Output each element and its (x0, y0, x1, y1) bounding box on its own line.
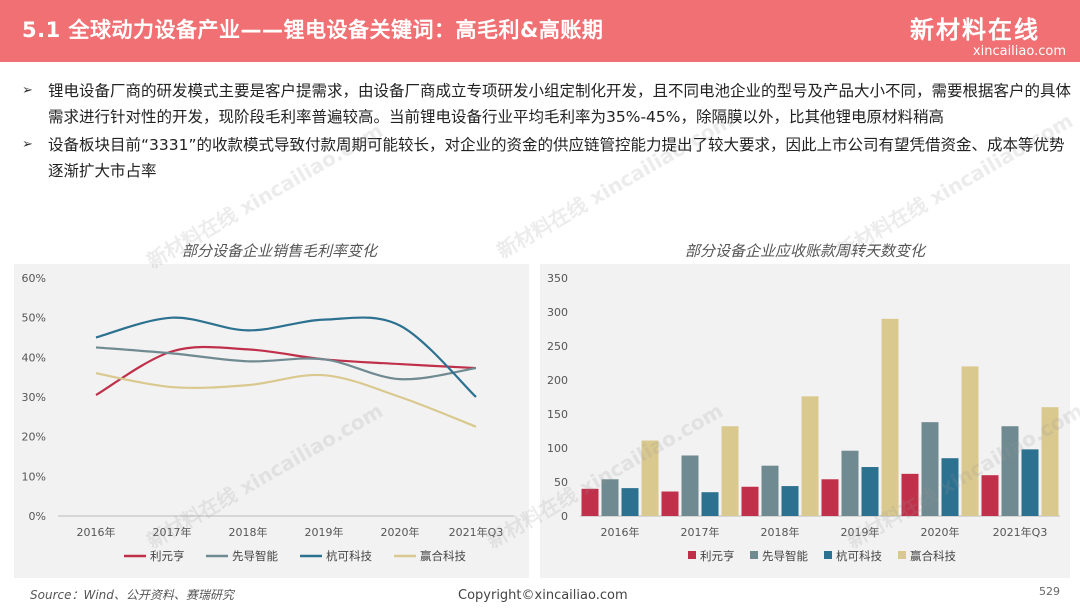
legend-label: 杭可科技 (836, 549, 882, 563)
source-note: Source：Wind、公开资料、赛瑞研究 (30, 588, 234, 602)
bar (581, 488, 599, 516)
right-chart-title: 部分设备企业应收账款周转天数变化 (685, 242, 926, 260)
y-tick-label: 0% (29, 510, 46, 523)
y-tick-label: 50% (22, 312, 46, 325)
page-title: 5.1 全球动力设备产业——锂电设备关键词：高毛利&高账期 (22, 18, 604, 42)
x-tick-label: 2020年 (921, 525, 960, 539)
arrow-bullet-icon: ➢ (22, 137, 33, 152)
y-tick-label: 20% (22, 431, 46, 444)
series-line (95, 316, 477, 398)
bar (621, 488, 639, 516)
legend-swatch (824, 551, 832, 559)
bar (1001, 426, 1019, 516)
left-chart-panel: 0% 10% 20% 30% 40% 50% 60% 2016年 2017年 2018年 2019年… (14, 264, 529, 578)
brand-logo: 新材料在线 (910, 16, 1040, 44)
bar (1021, 449, 1039, 516)
legend-label: 杭可科技 (326, 549, 372, 563)
bullet-text: 锂电设备厂商的研发模式主要是客户提需求，由设备厂商成立专项研发小组定制化开发，且… (48, 82, 1072, 126)
bar (701, 492, 719, 516)
x-tick-label: 2021年Q3 (449, 525, 504, 539)
bar (941, 458, 959, 516)
bar (741, 486, 759, 516)
bullet-item: ➢ 锂电设备厂商的研发模式主要是客户提需求，由设备厂商成立专项研发小组定制化开发… (22, 78, 1072, 130)
legend-label: 先导智能 (762, 549, 808, 563)
bar (901, 473, 919, 516)
gross-margin-line-chart: 0% 10% 20% 30% 40% 50% 60% 2016年 2017年 2018年 2019年… (22, 272, 514, 563)
bullet-text: 设备板块目前“3331”的收款模式导致付款周期可能较长，对企业的资金的供应链管控… (48, 136, 1065, 180)
copyright-text: Copyright©xincailiao.com (458, 588, 628, 603)
bar (721, 426, 739, 516)
y-tick-label: 350 (547, 272, 568, 285)
bullet-item: ➢ 设备板块目前“3331”的收款模式导致付款周期可能较长，对企业的资金的供应链… (22, 132, 1072, 184)
brand-url: xincailiao.com (972, 44, 1066, 59)
x-tick-label: 2017年 (681, 525, 720, 539)
y-tick-label: 200 (547, 374, 568, 387)
y-tick-label: 10% (22, 470, 46, 483)
bar (641, 440, 659, 516)
bar (761, 465, 779, 516)
bar (841, 450, 859, 516)
y-tick-label: 100 (547, 442, 568, 455)
x-tick-label: 2017年 (153, 525, 192, 539)
x-tick-label: 2020年 (381, 525, 420, 539)
legend-label: 利元亨 (150, 549, 185, 563)
legend-label: 赢合科技 (420, 549, 466, 563)
legend-swatch (898, 551, 906, 559)
bar (881, 318, 899, 516)
y-tick-label: 0 (561, 510, 568, 523)
bar (781, 486, 799, 516)
page-number: 529 (1039, 585, 1060, 598)
bar (861, 467, 879, 516)
series-line (95, 372, 477, 428)
bar (821, 479, 839, 516)
arrow-bullet-icon: ➢ (22, 83, 33, 98)
y-tick-label: 250 (547, 340, 568, 353)
x-tick-label: 2021年Q3 (993, 525, 1048, 539)
x-tick-label: 2018年 (229, 525, 268, 539)
bar (681, 455, 699, 516)
bullet-list: ➢ 锂电设备厂商的研发模式主要是客户提需求，由设备厂商成立专项研发小组定制化开发… (22, 78, 1072, 186)
series-line (95, 345, 477, 396)
x-tick-label: 2019年 (305, 525, 344, 539)
y-tick-label: 40% (22, 351, 46, 364)
y-tick-label: 30% (22, 391, 46, 404)
bar (661, 491, 679, 516)
x-tick-label: 2016年 (77, 525, 116, 539)
legend-swatch (688, 551, 696, 559)
x-tick-label: 2018年 (761, 525, 800, 539)
bar (601, 479, 619, 516)
bar (921, 422, 939, 516)
x-tick-label: 2016年 (601, 525, 640, 539)
y-tick-label: 50 (554, 476, 568, 489)
legend-label: 利元亨 (700, 549, 735, 563)
right-chart-panel: 0 50 100 150 200 250 300 350 2016年 2017年 2018年 2019… (540, 264, 1070, 578)
y-tick-label: 60% (22, 272, 46, 285)
receivable-days-bar-chart: 0 50 100 150 200 250 300 350 2016年 2017年 2018年 2019… (547, 272, 1060, 563)
x-tick-label: 2019年 (841, 525, 880, 539)
legend-swatch (750, 551, 758, 559)
left-chart-title: 部分设备企业销售毛利率变化 (182, 242, 378, 260)
series-line (95, 346, 477, 381)
header-bar: 5.1 全球动力设备产业——锂电设备关键词：高毛利&高账期 新材料在线 xinc… (0, 0, 1080, 62)
bar (801, 396, 819, 516)
legend-label: 先导智能 (232, 549, 278, 563)
y-tick-label: 300 (547, 306, 568, 319)
bar (961, 366, 979, 516)
y-tick-label: 150 (547, 408, 568, 421)
bar (981, 475, 999, 516)
legend-label: 赢合科技 (910, 549, 956, 563)
bar (1041, 407, 1059, 516)
